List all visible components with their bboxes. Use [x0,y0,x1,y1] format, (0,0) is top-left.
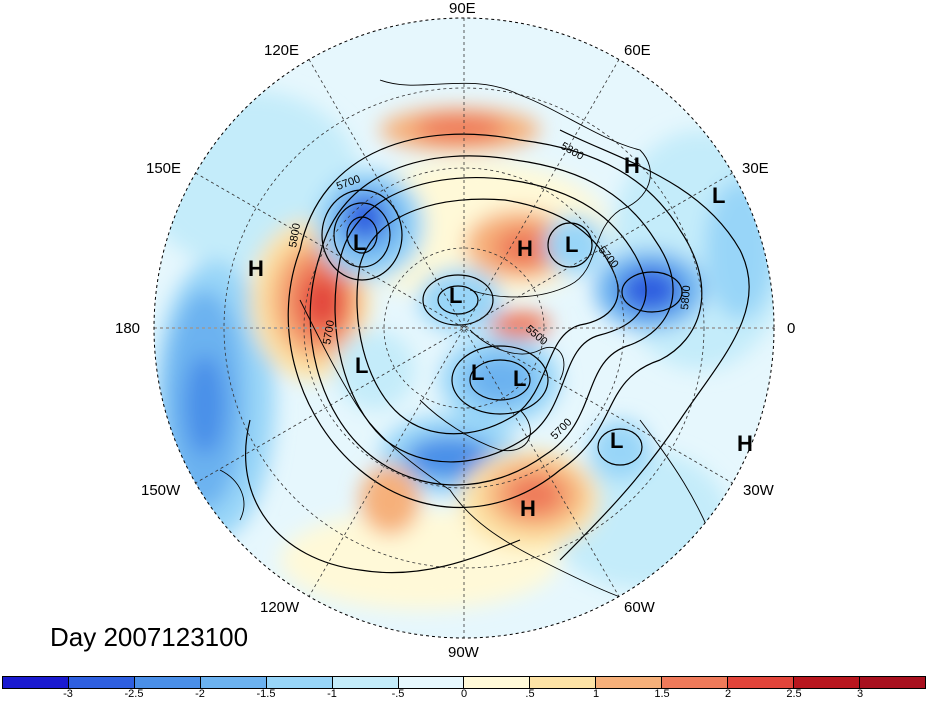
colorbar-swatch [662,677,729,688]
colorbar-swatch [728,677,795,688]
colorbar-tick-label: -.5 [391,688,405,700]
colorbar-swatch [68,677,135,688]
lon-label-120w: 120W [260,599,300,616]
colorbar-swatch [464,677,531,688]
high-pressure-marker: H [624,153,640,178]
colorbar-swatch [794,677,860,688]
lon-label-150w: 150W [141,482,181,499]
colorbar-tick-label: 1 [592,688,600,700]
low-pressure-marker: L [471,360,485,385]
map-boundary [153,17,775,639]
colorbar-tick-label: -1 [327,688,337,700]
high-pressure-marker: H [520,496,536,521]
colorbar-swatch [3,677,69,688]
colorbar-swatch [200,677,267,688]
colorbar-tick-label: 2.5 [786,688,802,700]
lon-label-90w: 90W [448,644,479,661]
colorbar-swatch [530,677,597,688]
colorbar-swatch [134,677,201,688]
lon-label-30e: 30E [742,160,769,177]
colorbar-swatch [398,677,465,688]
lon-label-60e: 60E [624,42,651,59]
day-label: Day 2007123100 [50,622,249,652]
low-pressure-marker: L [449,283,463,308]
low-pressure-marker: L [513,366,527,391]
high-pressure-marker: H [737,431,753,456]
contour-label: 5800 [287,222,303,248]
colorbar-swatch [859,677,925,688]
lon-label-0: 0 [787,320,796,337]
low-pressure-marker: L [355,353,369,378]
anomaly-field [154,18,774,638]
lon-label-150e: 150E [146,160,182,177]
colorbar-tick-label: .5 [525,688,535,700]
low-pressure-marker: L [610,428,624,453]
low-pressure-marker: L [353,230,367,255]
colorbar-swatch [596,677,663,688]
colorbar-swatch [332,677,399,688]
low-pressure-marker: L [712,183,726,208]
lon-label-180: 180 [115,320,141,337]
lon-label-90e: 90E [449,0,476,17]
colorbar-tick-label: -2 [195,688,205,700]
colorbar-tick-label: -1.5 [256,688,276,700]
colorbar-tick-label: -3 [63,688,73,700]
colorbar-tick-label: 3 [856,688,864,700]
high-pressure-marker: H [248,256,264,281]
high-pressure-marker: H [517,236,533,261]
height-contours [245,129,750,574]
low-pressure-marker: L [565,232,579,257]
colorbar-tick-label: 0 [460,688,468,700]
graticule [154,18,774,638]
colorbar-tick-label: 2 [724,688,732,700]
contour-label: 5700 [321,319,337,345]
colorbar-swatch [266,677,333,688]
colorbar-tick-label: 1.5 [654,688,670,700]
lon-label-30w: 30W [743,482,774,499]
colorbar [2,676,926,689]
lon-label-120e: 120E [264,42,300,59]
lon-label-60w: 60W [624,599,655,616]
contour-label: 5800 [679,285,693,310]
colorbar-tick-label: -2.5 [124,688,144,700]
